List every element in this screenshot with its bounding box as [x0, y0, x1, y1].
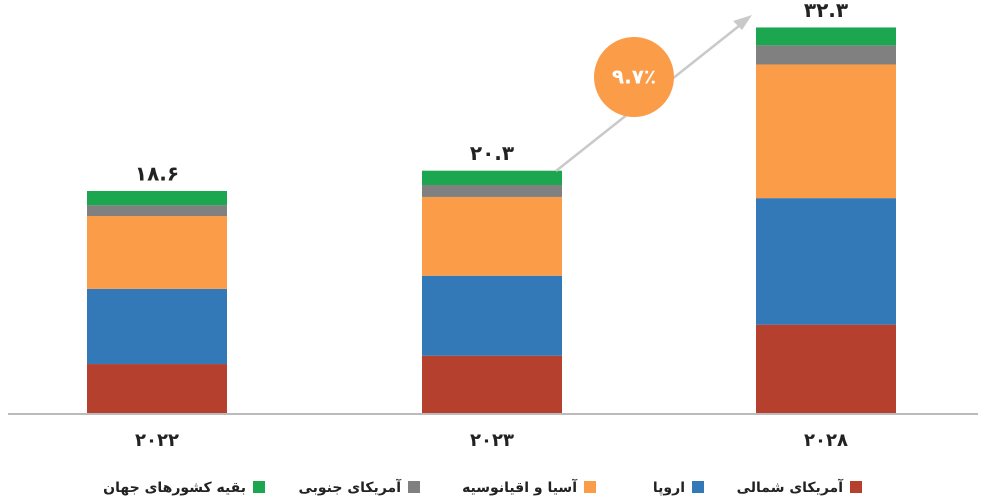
- bar-segment: [756, 27, 896, 46]
- growth-label: ۹.۷٪: [612, 65, 656, 89]
- legend-label: آسیا و اقیانوسیه: [462, 478, 578, 496]
- growth-badge: [594, 37, 674, 117]
- legend-swatch: [850, 481, 862, 493]
- legend-label: بقیه کشورهای جهان: [103, 480, 246, 496]
- legend-swatch: [408, 481, 420, 493]
- legend-label: آمریکای شمالی: [737, 478, 845, 496]
- bar-segment: [756, 324, 896, 413]
- bar-segment: [87, 190, 227, 206]
- total-label: ۱۸.۶: [135, 161, 179, 185]
- legend-swatch: [584, 481, 596, 493]
- bar-segment: [87, 364, 227, 413]
- bar-segment: [756, 45, 896, 65]
- x-tick-label: ۲۰۲۲: [135, 430, 179, 451]
- total-label: ۲۰.۳: [470, 141, 514, 165]
- bar-segment: [422, 170, 562, 186]
- legend-swatch: [253, 481, 265, 493]
- x-tick-label: ۲۰۲۸: [804, 430, 848, 451]
- arrow-head: [733, 15, 752, 30]
- bar-segment: [422, 275, 562, 356]
- bar-segment: [422, 185, 562, 197]
- legend-label: آمریکای جنوبی: [298, 478, 402, 496]
- bar-segment: [422, 196, 562, 276]
- bar-segment: [87, 288, 227, 365]
- legend-label: اروپا: [653, 480, 685, 496]
- x-tick-label: ۲۰۲۳: [470, 430, 514, 451]
- total-label: ۳۲.۳: [804, 0, 848, 22]
- bar-segment: [87, 205, 227, 217]
- bar-segment: [87, 216, 227, 289]
- bar-segment: [756, 64, 896, 199]
- bar-segment: [422, 355, 562, 413]
- bar-segment: [756, 198, 896, 325]
- legend-swatch: [692, 481, 704, 493]
